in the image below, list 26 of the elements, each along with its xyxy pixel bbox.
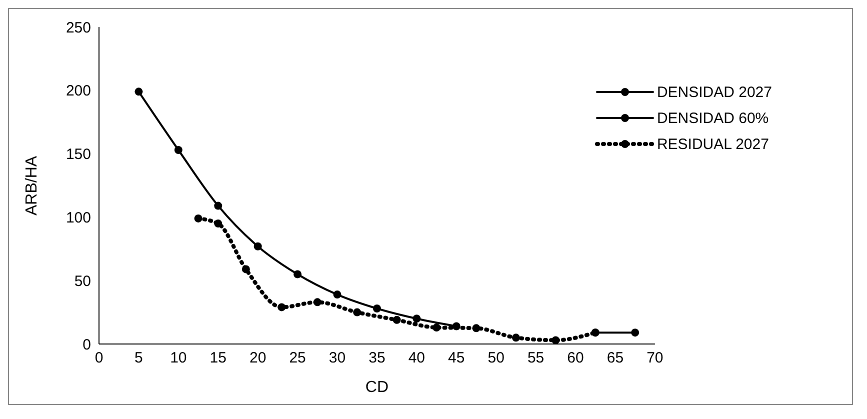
y-tick-label: 200 [66, 82, 91, 100]
y-tick-label: 150 [66, 146, 91, 164]
x-tick-label: 20 [249, 350, 266, 367]
x-tick-label: 35 [368, 350, 386, 367]
y-tick-label: 0 [82, 336, 91, 354]
y-tick-label: 250 [66, 19, 91, 36]
legend-label: DENSIDAD 2027 [656, 84, 772, 100]
y-tick-label: 100 [66, 210, 91, 227]
x-axis-title: CD [365, 379, 389, 396]
y-axis-title: ARB/HA [24, 156, 41, 216]
x-tick-label: 15 [210, 350, 226, 367]
x-tick-label: 60 [567, 350, 584, 367]
x-tick-label: 45 [448, 350, 465, 367]
x-tick-label: 25 [289, 350, 306, 367]
legend-label: RESIDUAL 2027 [656, 136, 769, 152]
x-tick-label: 40 [408, 350, 426, 367]
x-tick-label: 10 [170, 350, 187, 367]
x-tick-label: 0 [94, 350, 104, 367]
x-tick-label: 30 [328, 350, 346, 367]
legend-label: DENSIDAD 60% [656, 110, 769, 126]
x-tick-label: 65 [606, 350, 624, 367]
x-tick-label: 5 [134, 350, 143, 367]
x-tick-label: 50 [488, 350, 504, 367]
x-tick-label: 55 [527, 350, 544, 367]
y-tick-label: 50 [74, 272, 91, 290]
x-tick-label: 70 [646, 350, 664, 367]
